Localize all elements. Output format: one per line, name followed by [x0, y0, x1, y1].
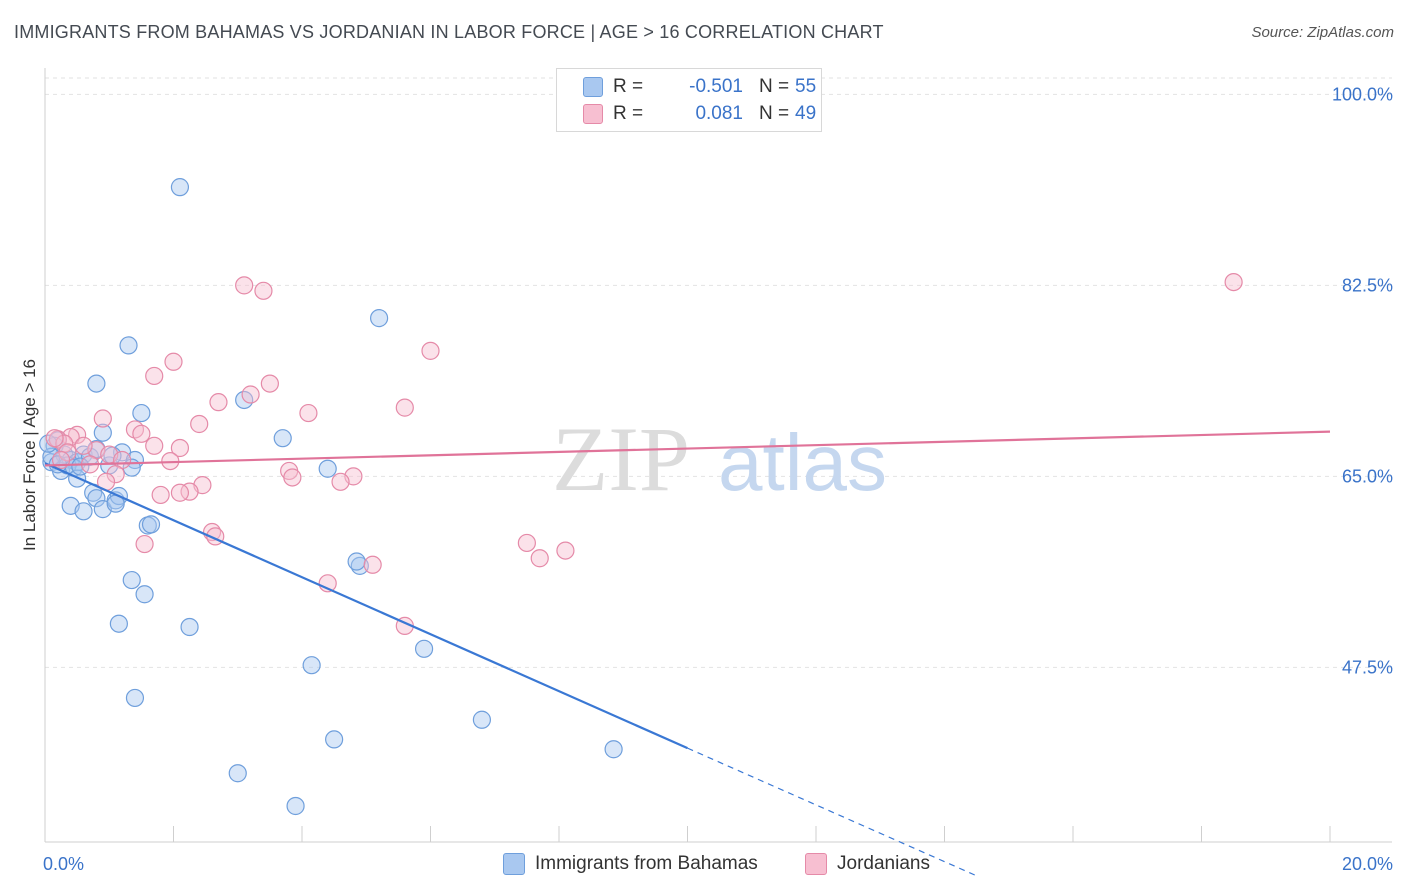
bahamas-point — [414, 639, 434, 658]
watermark: ZIP atlas — [552, 408, 887, 510]
y-tick-label: 82.5% — [1342, 275, 1393, 295]
bahamas-point — [93, 423, 112, 442]
jordanian-point — [260, 374, 279, 393]
bottom-legend-label: Immigrants from Bahamas — [535, 853, 758, 874]
bahamas-point — [132, 403, 151, 423]
bahamas-point — [273, 429, 292, 448]
jordanian-point — [395, 398, 414, 417]
jordanian-point — [331, 472, 350, 491]
bahamas-trend-extension — [687, 747, 977, 877]
jordanian-point — [106, 465, 125, 484]
jordanian-point — [170, 438, 190, 458]
jordanian-point — [254, 281, 273, 300]
bahamas-point — [302, 656, 321, 675]
correlation-legend: R = -0.501 N = 55 R = 0.081 N = 49 — [556, 68, 822, 132]
bahamas-point — [87, 374, 106, 393]
legend-r-value: 0.081 — [695, 103, 743, 124]
x-tick-label: 20.0% — [1342, 854, 1393, 874]
bottom-legend-label: Jordanians — [837, 853, 930, 874]
jordanian-point — [1224, 272, 1243, 292]
bahamas-point — [119, 336, 138, 355]
jordanian-point — [517, 533, 536, 553]
bahamas-point — [122, 570, 141, 590]
bottom-legend-swatch-jordanians — [805, 853, 827, 875]
legend-n-label: N = — [759, 103, 790, 124]
jordanian-point — [421, 341, 440, 360]
chart-title: IMMIGRANTS FROM BAHAMAS VS JORDANIAN IN … — [14, 22, 884, 42]
jordanian-point — [209, 393, 228, 412]
jordanian-point — [135, 534, 154, 554]
jordanian-point — [145, 436, 164, 455]
axes — [44, 68, 1392, 843]
source-label: Source: ZipAtlas.com — [1251, 24, 1394, 41]
y-axis-label: In Labor Force | Age > 16 — [20, 358, 39, 552]
bahamas-point — [141, 515, 161, 534]
jordanian-trend-line — [44, 430, 1331, 467]
bahamas-trend-line — [44, 462, 688, 750]
bahamas-point — [318, 459, 337, 478]
jordanian-point — [151, 485, 170, 505]
jordanian-point — [241, 385, 260, 404]
bahamas-point — [74, 502, 93, 521]
watermark-atlas: atlas — [718, 418, 887, 507]
bahamas-point — [228, 764, 247, 783]
jordanian-point — [180, 482, 199, 501]
jordanian-point — [45, 429, 64, 448]
jordanian-point — [299, 403, 318, 423]
bahamas-point — [170, 178, 190, 197]
bahamas-point — [604, 740, 623, 759]
legend-n-label: N = — [759, 76, 790, 97]
bahamas-point — [370, 309, 389, 328]
jordanian-point — [283, 468, 302, 487]
bahamas-point — [472, 710, 491, 729]
legend-r-value: -0.501 — [689, 76, 743, 97]
legend-r-label: R = — [613, 76, 644, 97]
jordanian-point — [190, 414, 209, 434]
jordanian-point — [58, 443, 77, 462]
jordanian-point — [93, 409, 112, 428]
bahamas-point — [87, 489, 106, 508]
legend-swatch-bahamas — [583, 77, 603, 97]
jordanian-point — [145, 366, 164, 386]
x-tick-label: 0.0% — [43, 854, 84, 874]
jordanian-point — [132, 424, 151, 443]
legend-swatch-jordanians — [583, 104, 603, 124]
jordanian-point — [530, 549, 549, 568]
jordanian-point — [235, 276, 254, 295]
bahamas-point — [347, 552, 366, 571]
y-tick-label: 47.5% — [1342, 657, 1393, 677]
legend-r-label: R = — [613, 103, 644, 124]
bahamas-point — [135, 585, 154, 604]
bottom-legend-swatch-bahamas — [503, 853, 525, 875]
trend-lines — [44, 430, 1331, 877]
grid-lines — [45, 77, 1392, 668]
jordanian-point — [556, 541, 575, 560]
y-tick-label: 65.0% — [1342, 466, 1393, 486]
jordanian-point — [170, 483, 190, 502]
bahamas-point — [125, 688, 145, 708]
bahamas-point — [109, 614, 128, 633]
jordanian-point — [164, 352, 183, 371]
jordanian-point — [74, 436, 93, 455]
legend-n-value: 55 — [795, 76, 817, 97]
tick-labels: 47.5% 65.0% 82.5% 100.0% 0.0% 20.0% — [43, 84, 1393, 874]
bahamas-point — [325, 730, 344, 749]
jordanian-point — [363, 555, 382, 574]
y-tick-label: 100.0% — [1332, 84, 1393, 104]
legend-n-value: 49 — [795, 103, 817, 124]
bahamas-point — [180, 617, 199, 637]
data-points — [39, 178, 1243, 816]
watermark-zip: ZIP — [552, 408, 690, 510]
bahamas-point — [286, 796, 305, 816]
